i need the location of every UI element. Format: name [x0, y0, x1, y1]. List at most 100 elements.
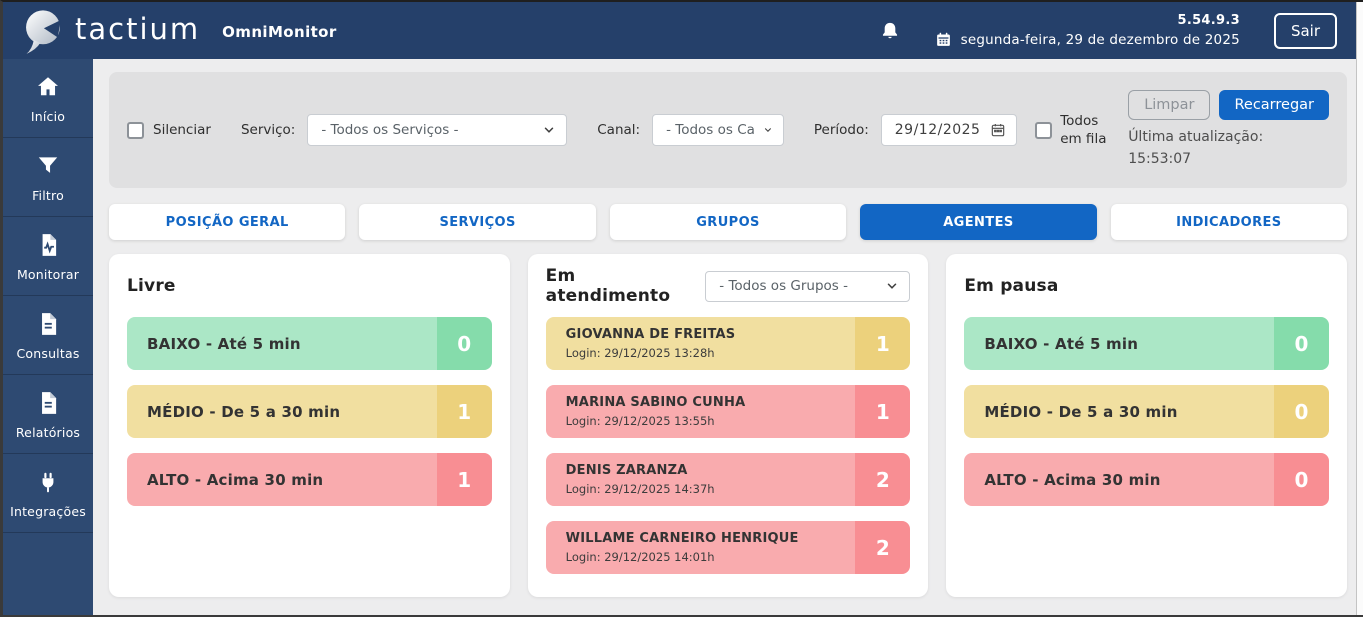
level-count: 0 [436, 317, 492, 370]
agent-name: MARINA SABINO CUNHA [565, 395, 746, 410]
silence-checkbox-group: Silenciar [127, 121, 211, 139]
logout-button[interactable]: Sair [1273, 12, 1337, 49]
agent-row[interactable]: GIOVANNA DE FREITAS Login: 29/12/2025 13… [545, 317, 911, 370]
reload-button[interactable]: Recarregar [1219, 90, 1330, 120]
service-label: Serviço: [240, 122, 296, 138]
header-right-group: 5.54.9.3 segunda-feira, 29 de dezembro d… [879, 12, 1337, 49]
bell-icon [882, 22, 897, 38]
level-label: BAIXO - Até 5 min [984, 334, 1139, 353]
level-row: BAIXO - Até 5 min 0 [127, 317, 492, 370]
agent-login: Login: 29/12/2025 14:37h [565, 482, 715, 496]
level-label: BAIXO - Até 5 min [147, 334, 301, 353]
agent-login: Login: 29/12/2025 13:28h [565, 346, 715, 360]
sidebar-item-inicio[interactable]: Início [3, 59, 93, 138]
level-label: MÉDIO - De 5 a 30 min [147, 402, 341, 421]
filter-bar: Silenciar Serviço: - Todos os Serviços -… [109, 72, 1347, 188]
agent-count: 1 [855, 385, 911, 438]
level-row: MÉDIO - De 5 a 30 min 1 [127, 385, 492, 438]
sidebar-item-filtro[interactable]: Filtro [3, 138, 93, 217]
level-count: 0 [1274, 453, 1330, 506]
chevron-down-icon [764, 128, 771, 132]
tab-servicos[interactable]: SERVIÇOS [359, 204, 596, 240]
sidebar-item-consultas[interactable]: Consultas [3, 296, 93, 375]
all-in-queue-checkbox[interactable] [1035, 121, 1053, 139]
filter-actions: Limpar Recarregar Última atualização: 15… [1128, 90, 1330, 170]
document-icon [42, 392, 57, 414]
current-date: segunda-feira, 29 de dezembro de 2025 [960, 31, 1240, 48]
agent-name: GIOVANNA DE FREITAS [565, 327, 736, 342]
chevron-down-icon [544, 127, 554, 133]
sidebar-item-label: Consultas [16, 346, 80, 361]
notifications-button[interactable] [879, 20, 901, 42]
all-in-queue-label: Todos em fila [1060, 112, 1107, 147]
tab-grupos[interactable]: GRUPOS [609, 204, 847, 240]
tab-indicadores[interactable]: INDICADORES [1110, 204, 1348, 240]
panel-em-pausa: Em pausa BAIXO - Até 5 min 0 MÉDIO - De … [946, 254, 1348, 597]
agent-count: 1 [855, 317, 911, 370]
agent-row[interactable]: DENIS ZARANZA Login: 29/12/2025 14:37h 2 [545, 453, 911, 506]
channel-label: Canal: [597, 122, 641, 138]
agent-count: 2 [855, 521, 911, 574]
filter-icon [38, 157, 58, 173]
sidebar-item-integracoes[interactable]: Integrações [3, 454, 93, 533]
sidebar-item-monitorar[interactable]: Monitorar [3, 217, 93, 296]
period-label: Período: [813, 122, 869, 138]
sidebar-item-relatorios[interactable]: Relatórios [3, 375, 93, 454]
period-date-input[interactable]: 29/12/2025 [880, 114, 1018, 146]
agent-row[interactable]: WILLAME CARNEIRO HENRIQUE Login: 29/12/2… [545, 521, 911, 574]
panel-title: Em atendimento [545, 266, 671, 306]
tab-posicao-geral[interactable]: POSIÇÃO GERAL [109, 204, 346, 240]
top-header: tactium OmniMonitor 5.54.9.3 [3, 2, 1363, 59]
sidebar-item-label: Monitorar [16, 267, 80, 282]
tactium-logo-icon [26, 9, 61, 54]
level-count: 1 [436, 453, 492, 506]
main-content: Silenciar Serviço: - Todos os Serviços -… [93, 59, 1363, 615]
agent-row[interactable]: MARINA SABINO CUNHA Login: 29/12/2025 13… [545, 385, 911, 438]
level-label: MÉDIO - De 5 a 30 min [984, 402, 1178, 421]
version-date-block: 5.54.9.3 segunda-feira, 29 de dezembro d… [935, 13, 1240, 48]
level-row: MÉDIO - De 5 a 30 min 0 [964, 385, 1330, 438]
plug-icon [42, 472, 54, 493]
channel-select[interactable]: - Todos os Canais - [652, 114, 784, 146]
agent-name: WILLAME CARNEIRO HENRIQUE [565, 531, 799, 546]
app-title: OmniMonitor [222, 22, 337, 41]
view-tabs: POSIÇÃO GERAL SERVIÇOS GRUPOS AGENTES IN… [109, 204, 1348, 240]
panel-em-atendimento: Em atendimento - Todos os Grupos - GIOVA… [527, 254, 929, 597]
groups-select[interactable]: - Todos os Grupos - [705, 270, 911, 302]
level-count: 0 [1274, 317, 1330, 370]
agent-login: Login: 29/12/2025 13:55h [565, 414, 715, 428]
vertical-scrollbar[interactable] [1356, 2, 1363, 615]
document-icon [42, 313, 57, 335]
home-icon [38, 77, 58, 96]
sidebar-item-label: Filtro [32, 188, 64, 203]
chevron-down-icon [888, 283, 897, 289]
agent-name: DENIS ZARANZA [565, 463, 688, 478]
level-row: BAIXO - Até 5 min 0 [964, 317, 1330, 370]
last-update-time: 15:53:07 [1128, 150, 1192, 167]
last-update: Última atualização: 15:53:07 [1128, 127, 1263, 170]
clear-button[interactable]: Limpar [1128, 90, 1211, 120]
level-count: 1 [436, 385, 492, 438]
level-row: ALTO - Acima 30 min 0 [964, 453, 1330, 506]
tactium-logo[interactable]: tactium [21, 8, 200, 54]
sidebar-item-label: Início [30, 109, 66, 124]
sidebar-item-label: Integrações [10, 504, 86, 519]
agent-count: 2 [855, 453, 911, 506]
agent-panels: Livre BAIXO - Até 5 min 0 MÉDIO - De 5 a… [109, 254, 1348, 597]
silence-checkbox[interactable] [127, 121, 144, 139]
service-select[interactable]: - Todos os Serviços - [307, 114, 568, 146]
panel-livre: Livre BAIXO - Até 5 min 0 MÉDIO - De 5 a… [109, 254, 510, 597]
all-in-queue-group: Todos em fila [1035, 112, 1116, 148]
version-label: 5.54.9.3 [1177, 13, 1240, 28]
tab-agentes[interactable]: AGENTES [860, 204, 1097, 240]
panel-title: Em pausa [964, 276, 1059, 296]
logo-wordmark: tactium [75, 12, 201, 46]
monitor-document-icon [42, 234, 57, 256]
last-update-label: Última atualização: [1128, 129, 1264, 145]
agent-login: Login: 29/12/2025 14:01h [565, 550, 715, 564]
calendar-icon [936, 32, 950, 46]
level-label: ALTO - Acima 30 min [147, 470, 324, 489]
silence-label: Silenciar [153, 122, 211, 138]
calendar-icon [991, 124, 1005, 137]
